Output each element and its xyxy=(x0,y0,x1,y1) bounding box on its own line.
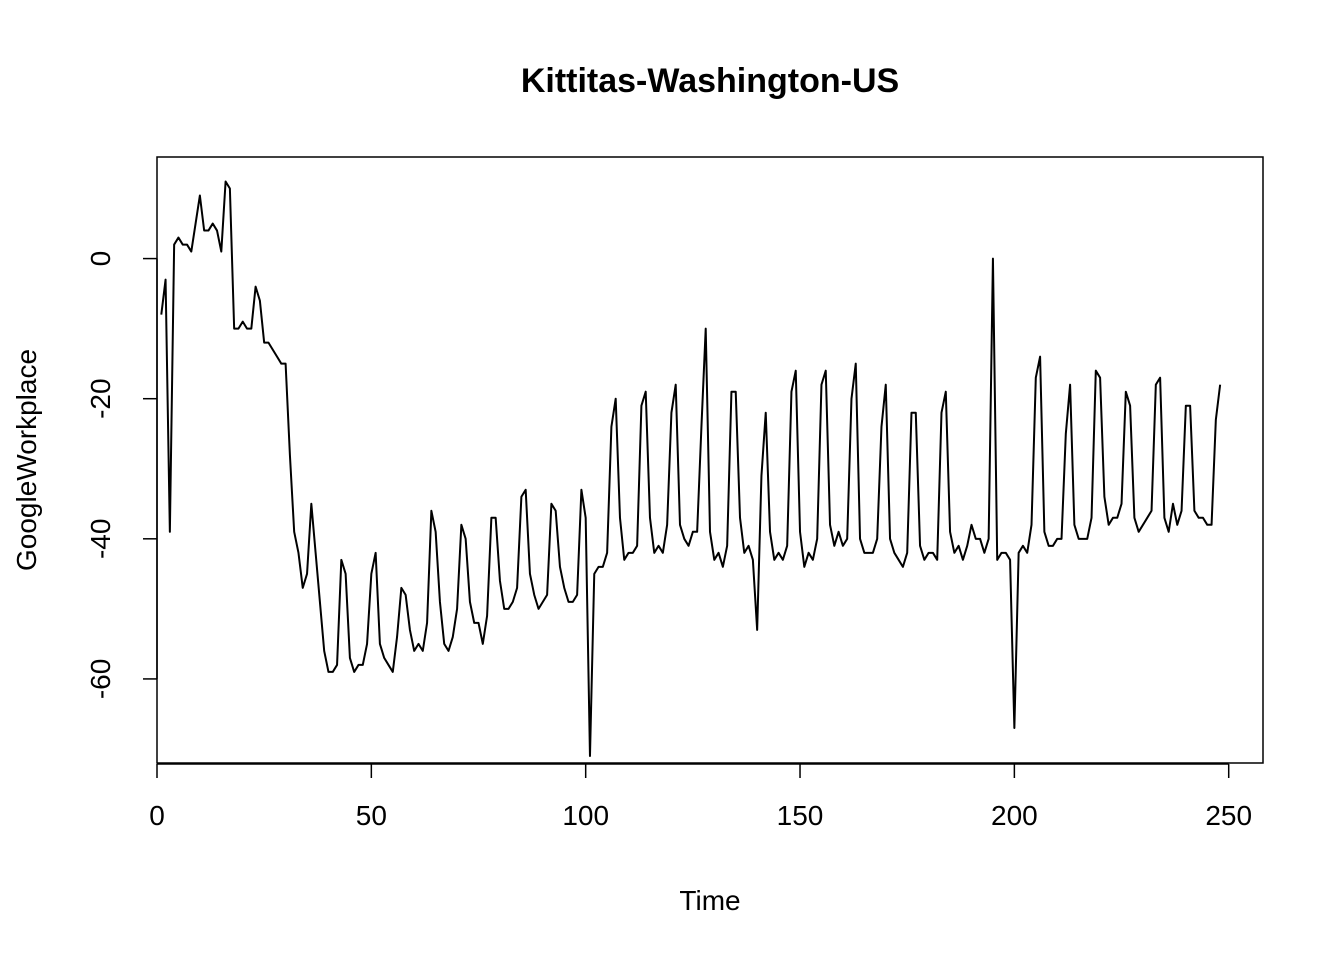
y-axis: 0 -20 -40 -60 xyxy=(85,251,158,699)
x-axis: 0 50 100 150 200 250 xyxy=(149,763,1252,831)
y-tick-label: -20 xyxy=(85,378,116,418)
y-tick-label: 0 xyxy=(85,251,116,267)
x-tick-label: 200 xyxy=(991,800,1038,831)
y-tick-label: -60 xyxy=(85,659,116,699)
y-tick-label: -40 xyxy=(85,519,116,559)
x-tick-label: 50 xyxy=(356,800,387,831)
x-tick-label: 150 xyxy=(777,800,824,831)
x-tick-label: 0 xyxy=(149,800,165,831)
y-axis-label: GoogleWorkplace xyxy=(11,349,42,571)
series-line xyxy=(160,180,1222,757)
x-tick-label: 100 xyxy=(562,800,609,831)
chart-title: Kittitas-Washington-US xyxy=(521,62,899,100)
x-axis-label: Time xyxy=(679,885,740,916)
x-tick-label: 250 xyxy=(1205,800,1252,831)
plot-frame xyxy=(156,156,1264,764)
